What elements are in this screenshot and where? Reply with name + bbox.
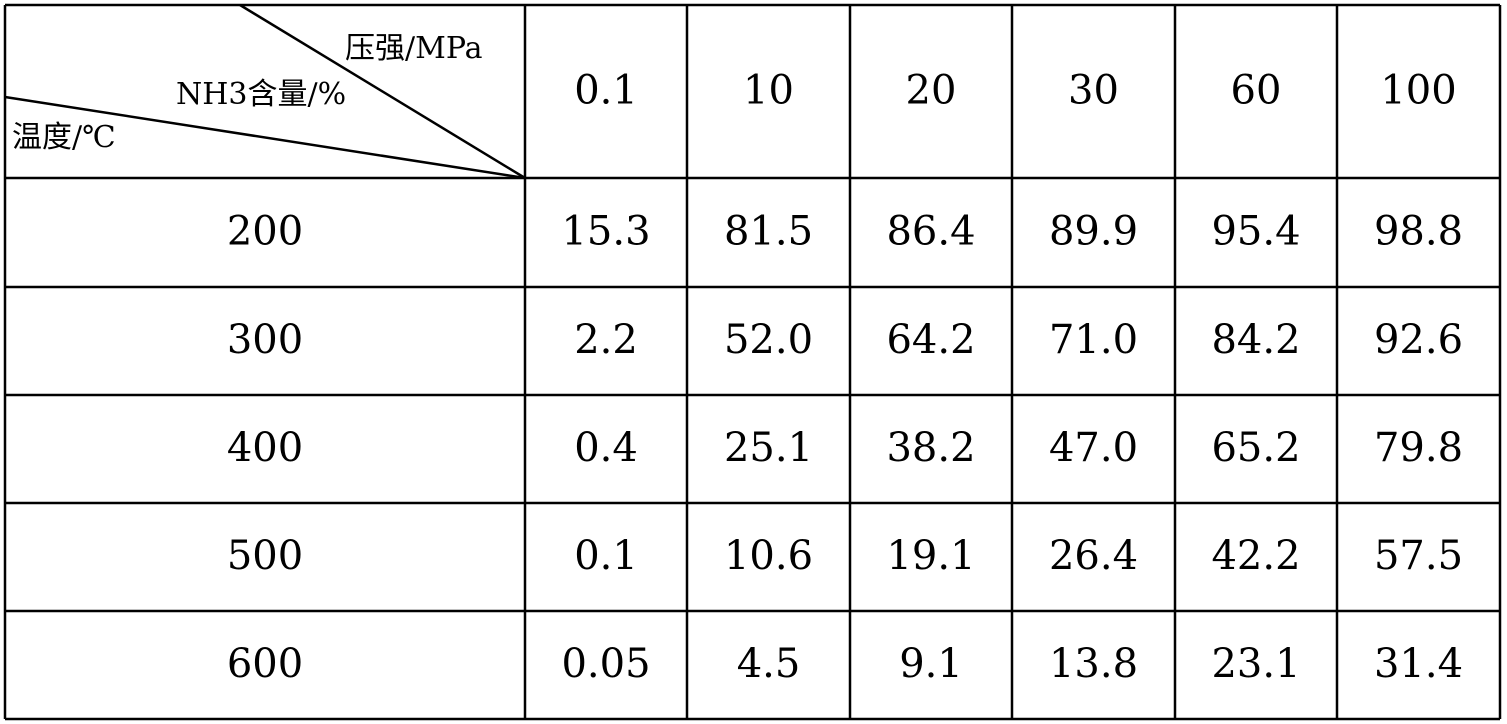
table-cell: 71.0 [1049,317,1138,363]
table-cell: 38.2 [886,425,975,471]
table-cell: 98.8 [1374,209,1463,255]
table-cell: 0.05 [561,641,650,687]
table-cell: 2.2 [574,317,638,363]
table-cell: 79.8 [1374,425,1463,471]
table-cell: 25.1 [724,425,813,471]
table-cell: 89.9 [1049,209,1138,255]
table-cell: 9.1 [899,641,963,687]
table-cell: 13.8 [1049,641,1138,687]
table-cell: 4.5 [737,641,801,687]
table-cell: 0.4 [574,425,638,471]
column-header: 30 [1068,68,1119,114]
column-header: 10 [743,68,794,114]
table-cell: 64.2 [886,317,975,363]
table-cell: 84.2 [1211,317,1300,363]
table-cell: 52.0 [724,317,813,363]
row-header: 300 [227,317,303,363]
column-header: 60 [1231,68,1282,114]
row-header: 500 [227,533,303,579]
column-header-label: 压强/MPa [345,31,483,66]
table-cell: 23.1 [1211,641,1300,687]
table-cell: 0.1 [574,533,638,579]
diagonal-line [4,95,526,180]
table-cell: 95.4 [1211,209,1300,255]
table-cell: 42.2 [1211,533,1300,579]
table-cell: 15.3 [561,209,650,255]
table-cell: 81.5 [724,209,813,255]
row-header-label: 温度/℃ [12,120,116,155]
row-header: 200 [227,209,303,255]
table-cell: 86.4 [886,209,975,255]
table-cell: 10.6 [724,533,813,579]
table-cell: 65.2 [1211,425,1300,471]
table-cell: 57.5 [1374,533,1463,579]
column-header: 0.1 [574,68,638,114]
table-cell: 31.4 [1374,641,1463,687]
table-cell: 47.0 [1049,425,1138,471]
diagonal-line [239,3,526,180]
column-header: 20 [906,68,957,114]
table-cell: 92.6 [1374,317,1463,363]
table-cell: 19.1 [886,533,975,579]
column-header: 100 [1380,68,1456,114]
table-cell: 26.4 [1049,533,1138,579]
row-header: 400 [227,425,303,471]
middle-header-label: NH3含量/% [176,77,346,112]
row-header: 600 [227,641,303,687]
